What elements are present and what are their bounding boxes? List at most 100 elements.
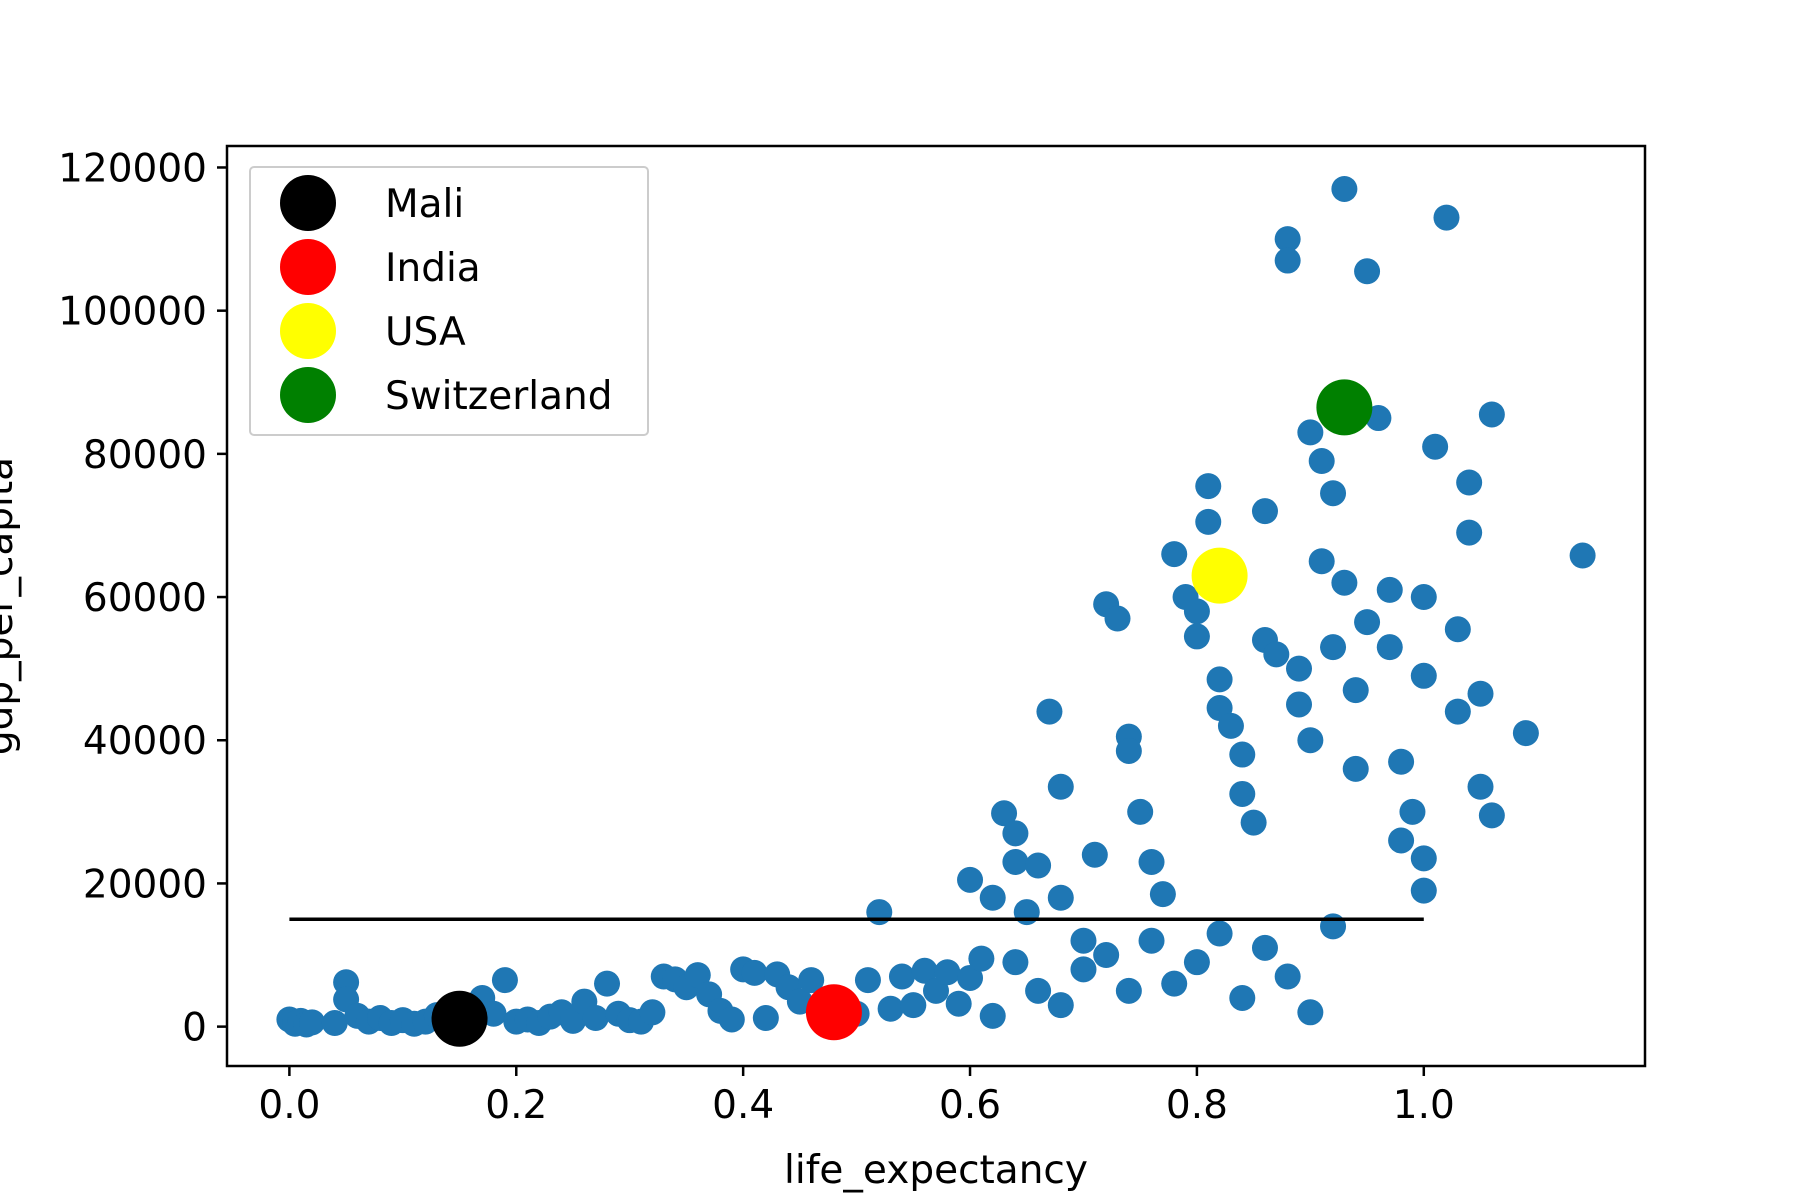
data-point [1251, 498, 1278, 525]
legend-marker-usa [280, 303, 336, 359]
data-point [1354, 609, 1381, 636]
data-point [1025, 852, 1052, 879]
x-tick-label: 1.0 [1393, 1083, 1455, 1128]
data-point [1070, 956, 1097, 983]
data-point [1002, 848, 1029, 875]
data-point [1422, 433, 1449, 460]
plot-frame [225, 144, 1647, 1068]
data-point [1467, 680, 1494, 707]
y-tick-label: 80000 [83, 433, 207, 478]
data-point [1297, 727, 1324, 754]
data-point [1274, 247, 1301, 274]
x-tick-label: 0.0 [258, 1083, 320, 1128]
legend-label-usa: USA [385, 310, 466, 355]
data-point [1093, 942, 1120, 969]
y-axis-label: gdp_per_capita [0, 457, 22, 755]
data-point [1297, 419, 1324, 446]
points-layer [276, 175, 1596, 1038]
data-point [1115, 977, 1142, 1004]
data-point [1467, 773, 1494, 800]
data-point [877, 995, 904, 1022]
data-point [639, 999, 666, 1026]
legend-label-switzerland: Switzerland [385, 374, 613, 419]
data-point [1263, 641, 1290, 668]
data-point [1444, 698, 1471, 725]
data-point [991, 800, 1018, 827]
data-point [1047, 992, 1074, 1019]
data-point [1183, 623, 1210, 650]
y-tick-label: 60000 [83, 576, 207, 621]
data-point [1217, 712, 1244, 739]
data-point [957, 964, 984, 991]
legend: Mali India USA Switzerland [249, 166, 649, 436]
legend-label-mali: Mali [385, 182, 464, 227]
data-point [1320, 634, 1347, 661]
data-point [968, 945, 995, 972]
data-point [1410, 845, 1437, 872]
data-point [1320, 913, 1347, 940]
x-tick-label: 0.8 [1166, 1083, 1228, 1128]
data-point [1115, 737, 1142, 764]
data-point [559, 1007, 586, 1034]
data-point [1070, 927, 1097, 954]
data-point [1376, 576, 1403, 603]
data-point [798, 967, 825, 994]
data-point [1331, 175, 1358, 202]
data-point [1149, 881, 1176, 908]
data-point [900, 992, 927, 1019]
data-point [957, 866, 984, 893]
data-point [1478, 401, 1505, 428]
data-point [1388, 827, 1415, 854]
data-point [1286, 691, 1313, 718]
highlight-point-india [805, 984, 862, 1041]
data-point [1478, 802, 1505, 829]
data-point [945, 990, 972, 1017]
data-point [1410, 584, 1437, 611]
data-point [1274, 963, 1301, 990]
data-point [979, 1002, 1006, 1029]
data-point [923, 977, 949, 1004]
data-point [1127, 798, 1154, 825]
data-point [1308, 548, 1335, 575]
data-point [718, 1006, 745, 1033]
x-tick-label: 0.4 [712, 1083, 774, 1128]
data-point [1002, 949, 1029, 976]
legend-marker-mali [280, 175, 336, 231]
data-point [1206, 666, 1233, 693]
x-tick-label: 0.2 [485, 1083, 547, 1128]
data-point [1183, 949, 1210, 976]
data-point [299, 1009, 326, 1036]
highlight-layer [431, 379, 1373, 1047]
data-point [1320, 480, 1347, 507]
data-point [1013, 899, 1040, 926]
data-point [1410, 662, 1437, 689]
data-point [1297, 999, 1324, 1026]
data-point [1456, 469, 1483, 496]
data-point [1444, 616, 1471, 643]
data-point [321, 1010, 348, 1037]
data-point [1376, 634, 1403, 661]
legend-label-india: India [385, 246, 481, 291]
data-point [594, 970, 621, 997]
data-point [1512, 720, 1539, 747]
data-point [1354, 258, 1381, 285]
data-point [1342, 755, 1369, 782]
data-point [1251, 934, 1278, 961]
data-point [752, 1005, 779, 1032]
data-point [741, 959, 768, 986]
data-point [1240, 809, 1267, 836]
y-tick-label: 100000 [58, 290, 207, 335]
legend-marker-switzerland [280, 367, 336, 423]
data-point [1286, 655, 1313, 682]
data-point [1025, 977, 1052, 1004]
data-point [1104, 605, 1131, 632]
data-point [1161, 541, 1188, 568]
data-point [1138, 927, 1165, 954]
data-point [866, 899, 893, 926]
y-tick-label: 0 [182, 1006, 207, 1051]
data-point [1456, 519, 1483, 546]
data-point [1342, 677, 1369, 704]
data-point [1183, 598, 1210, 625]
data-point [1206, 920, 1233, 947]
data-point [911, 957, 938, 984]
